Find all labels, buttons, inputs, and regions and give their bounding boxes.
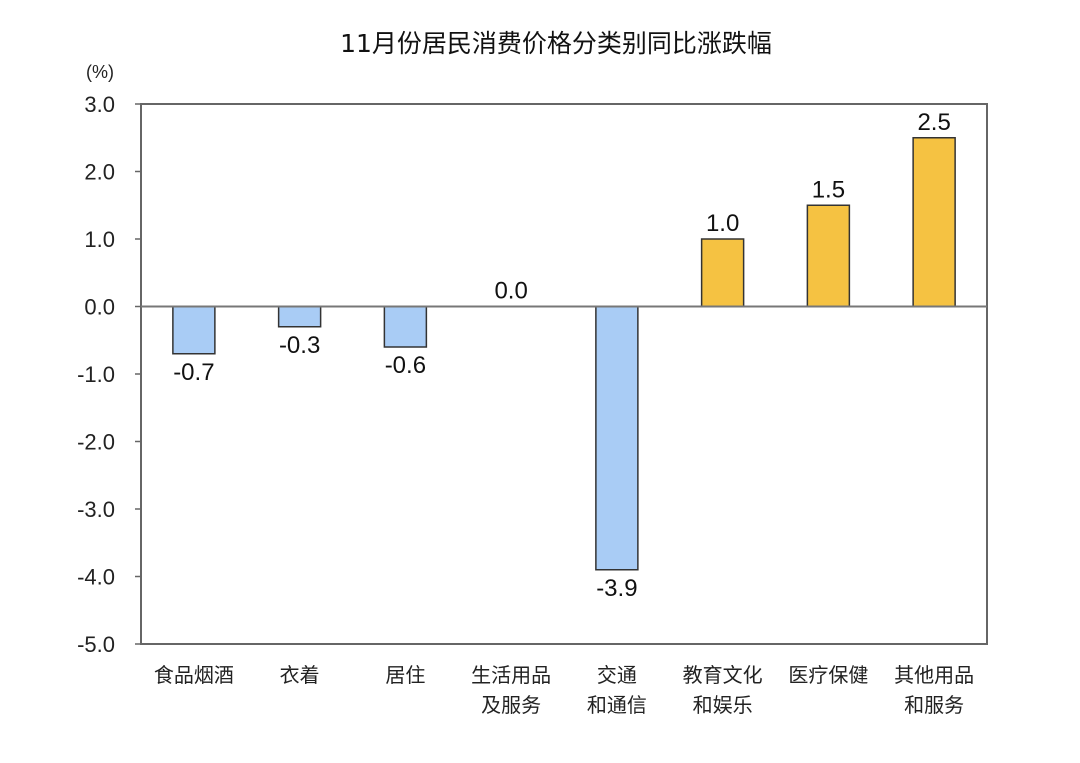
data-label: 1.5 xyxy=(812,176,845,203)
data-label: 1.0 xyxy=(706,210,739,237)
data-label: 0.0 xyxy=(494,278,527,305)
y-axis-ticks: 3.0 2.0 1.0 0.0 -1.0 -2.0 -3.0 -4.0 -5.0 xyxy=(77,92,141,657)
x-tick-label: 其他用品 xyxy=(894,663,974,687)
x-tick-label: 及服务 xyxy=(481,693,541,717)
plot-area-frame xyxy=(140,103,988,645)
x-tick-label: 教育文化 xyxy=(683,663,763,687)
data-label: -3.9 xyxy=(596,575,637,602)
x-tick-label: 衣着 xyxy=(280,663,320,687)
y-tick-label: 2.0 xyxy=(84,160,115,185)
bar xyxy=(277,305,322,328)
y-tick-label: 1.0 xyxy=(84,227,115,252)
x-tick-label: 和娱乐 xyxy=(693,693,753,717)
y-tick-label: -5.0 xyxy=(77,632,115,657)
y-axis-unit: (%) xyxy=(86,62,114,82)
bar xyxy=(383,305,428,348)
data-label: -0.7 xyxy=(173,359,214,386)
bar xyxy=(700,238,745,308)
y-tick-label: -2.0 xyxy=(77,430,115,455)
y-tick-label: -3.0 xyxy=(77,497,115,522)
x-tick-label: 食品烟酒 xyxy=(154,663,234,687)
data-label: -0.6 xyxy=(385,352,426,379)
x-tick-label: 和通信 xyxy=(587,693,647,717)
chart-title: 11月份居民消费价格分类别同比涨跌幅 xyxy=(340,29,772,58)
bar xyxy=(172,305,216,355)
y-tick-label: 0.0 xyxy=(84,295,115,320)
x-tick-label: 医疗保健 xyxy=(788,663,868,687)
bar xyxy=(806,204,851,308)
y-tick-label: -4.0 xyxy=(77,565,115,590)
x-tick-label: 居住 xyxy=(385,663,425,687)
data-label: 2.5 xyxy=(917,109,950,136)
bar xyxy=(595,305,639,571)
data-label: -0.3 xyxy=(279,332,320,359)
y-tick-label: 3.0 xyxy=(84,92,115,117)
y-tick-label: -1.0 xyxy=(77,362,115,387)
x-tick-label: 和服务 xyxy=(904,693,964,717)
bar-series xyxy=(172,137,956,571)
bar xyxy=(912,137,956,308)
x-tick-label: 交通 xyxy=(597,663,637,687)
x-tick-label: 生活用品 xyxy=(471,663,551,687)
data-labels: -0.7 -0.3 -0.6 0.0 -3.9 1.0 1.5 2.5 xyxy=(173,109,951,602)
